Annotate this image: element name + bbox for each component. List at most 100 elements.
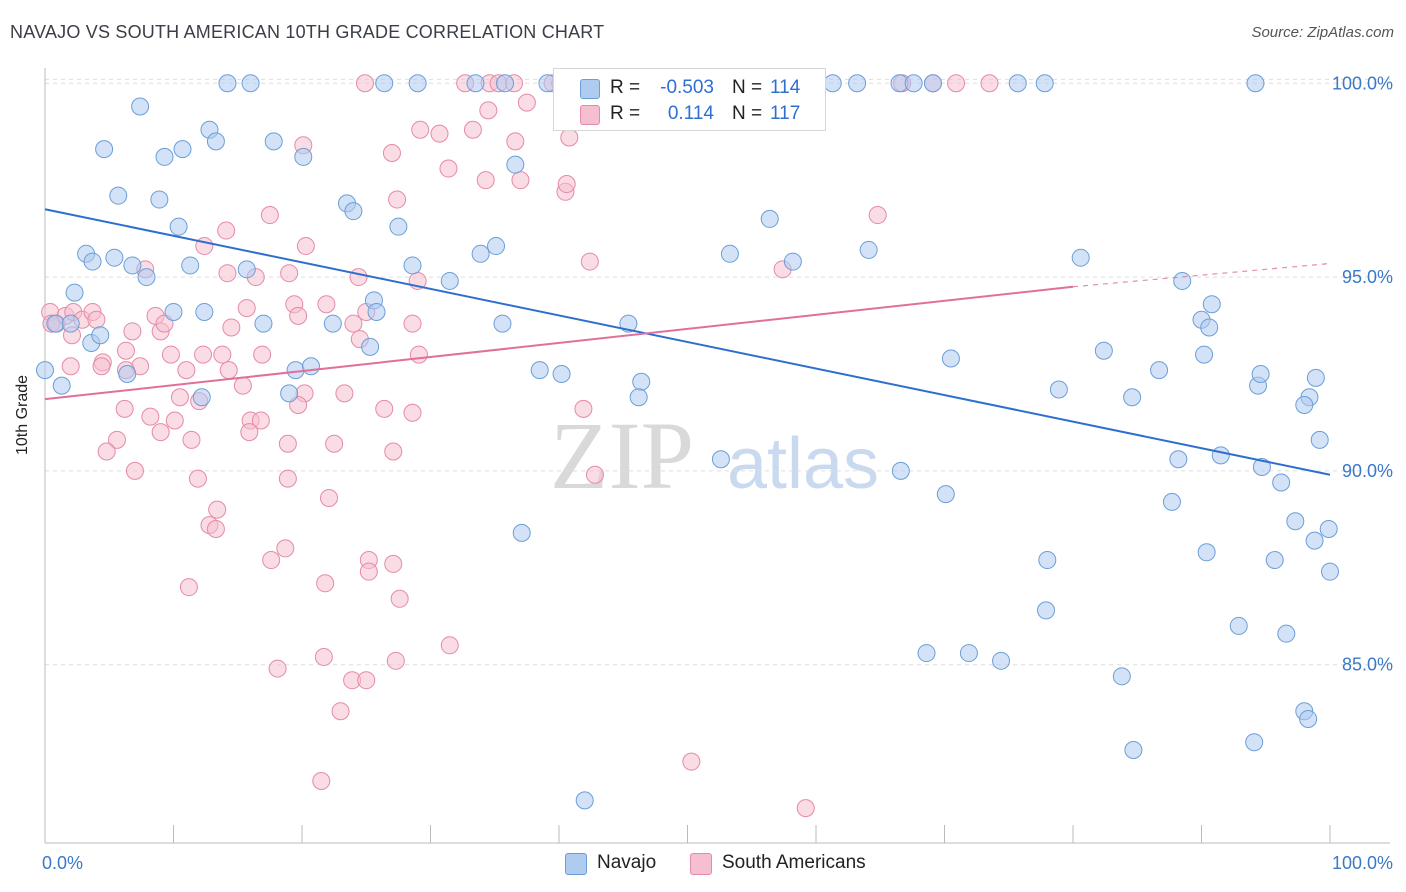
navajo-point [218,74,237,93]
south-americans-point [403,403,422,422]
navajo-trend-line [44,208,1331,476]
south-americans-point [251,411,270,430]
south-americans-swatch [580,105,600,125]
south-americans-point [141,407,160,426]
south-americans-point [386,651,405,670]
navajo-point [323,314,342,333]
navajo-point [206,132,225,151]
south-americans-point [439,159,458,178]
navajo-point [493,314,512,333]
south-americans-point [177,361,196,380]
navajo-point [294,147,313,166]
south-americans-point [316,574,335,593]
source-credit: Source: ZipAtlas.com [1251,24,1394,41]
south-americans-point [92,357,111,376]
south-americans-point [682,752,701,771]
navajo-point [1202,295,1221,314]
navajo-point [1319,520,1338,539]
south-americans-point [289,306,308,325]
south-americans-point [384,554,403,573]
navajo-point [195,302,214,321]
navajo-point [1169,450,1188,469]
navajo-point [1252,458,1271,477]
south-americans-point [317,295,336,314]
navajo-point [720,244,739,263]
south-americans-point [115,399,134,418]
navajo-point [181,256,200,275]
south-americans-point [161,345,180,364]
navajo-point [155,147,174,166]
south-americans-trend-extension [1072,262,1331,288]
south-americans-point [165,411,184,430]
south-americans-legend-label: South Americans [722,852,866,873]
navajo-point [1321,562,1339,581]
south-americans-point [240,423,259,442]
south-americans-point [253,345,272,364]
navajo-point [164,302,183,321]
navajo-point [95,140,114,159]
south-americans-point [390,589,409,608]
south-americans-point [557,175,576,194]
navajo-point [264,132,283,151]
south-americans-point [359,562,378,581]
navajo-point [917,644,936,663]
navajo-point [1246,74,1265,93]
south-americans-point [947,74,966,93]
navajo-point [959,644,978,663]
south-americans-point [280,264,299,283]
navajo-point [1150,361,1169,380]
south-americans-point [179,578,198,597]
navajo-point [1123,388,1142,407]
south-americans-point [213,345,232,364]
navajo-legend-swatch [565,853,587,875]
south-americans-point [123,322,142,341]
navajo-point [823,74,842,93]
navajo-point [169,217,188,236]
navajo-point [1310,430,1329,449]
navajo-point [552,364,571,383]
r-label: R = [610,77,641,98]
navajo-point [1295,395,1314,414]
south-americans-point [125,461,144,480]
navajo-point [1197,543,1216,562]
navajo-point [1008,74,1027,93]
navajo-point [1195,345,1214,364]
south-americans-point [260,206,279,225]
navajo-point [361,337,380,356]
south-americans-point [312,771,331,790]
south-americans-point [868,206,887,225]
navajo-point [344,202,363,221]
navajo-point [923,74,942,93]
south-americans-point [517,93,536,112]
navajo-point [254,314,273,333]
x-tick-label-min: 0.0% [42,853,83,873]
navajo-point [367,302,386,321]
navajo-point [891,461,910,480]
navajo-point [1071,248,1090,267]
south-americans-point [388,190,407,209]
south-americans-point [170,388,189,407]
navajo-point [1037,601,1056,620]
navajo-point [52,376,71,395]
south-americans-point [182,430,201,449]
south-americans-point [296,237,315,256]
south-americans-n-value: 117 [770,103,801,124]
navajo-point [123,256,142,275]
navajo-point [1265,551,1284,570]
south-americans-point [506,132,525,151]
navajo-point [36,361,54,380]
navajo-point [91,326,110,345]
navajo-point [1112,667,1131,686]
navajo-point [1272,473,1291,492]
navajo-point [1245,733,1264,752]
south-americans-point [237,299,256,318]
navajo-point [904,74,923,93]
navajo-point [1124,740,1143,759]
south-americans-point [409,345,428,364]
south-americans-point [314,647,333,666]
navajo-point [941,349,960,368]
navajo-point [496,74,515,93]
south-americans-point [580,252,599,271]
navajo-point [1299,709,1318,728]
